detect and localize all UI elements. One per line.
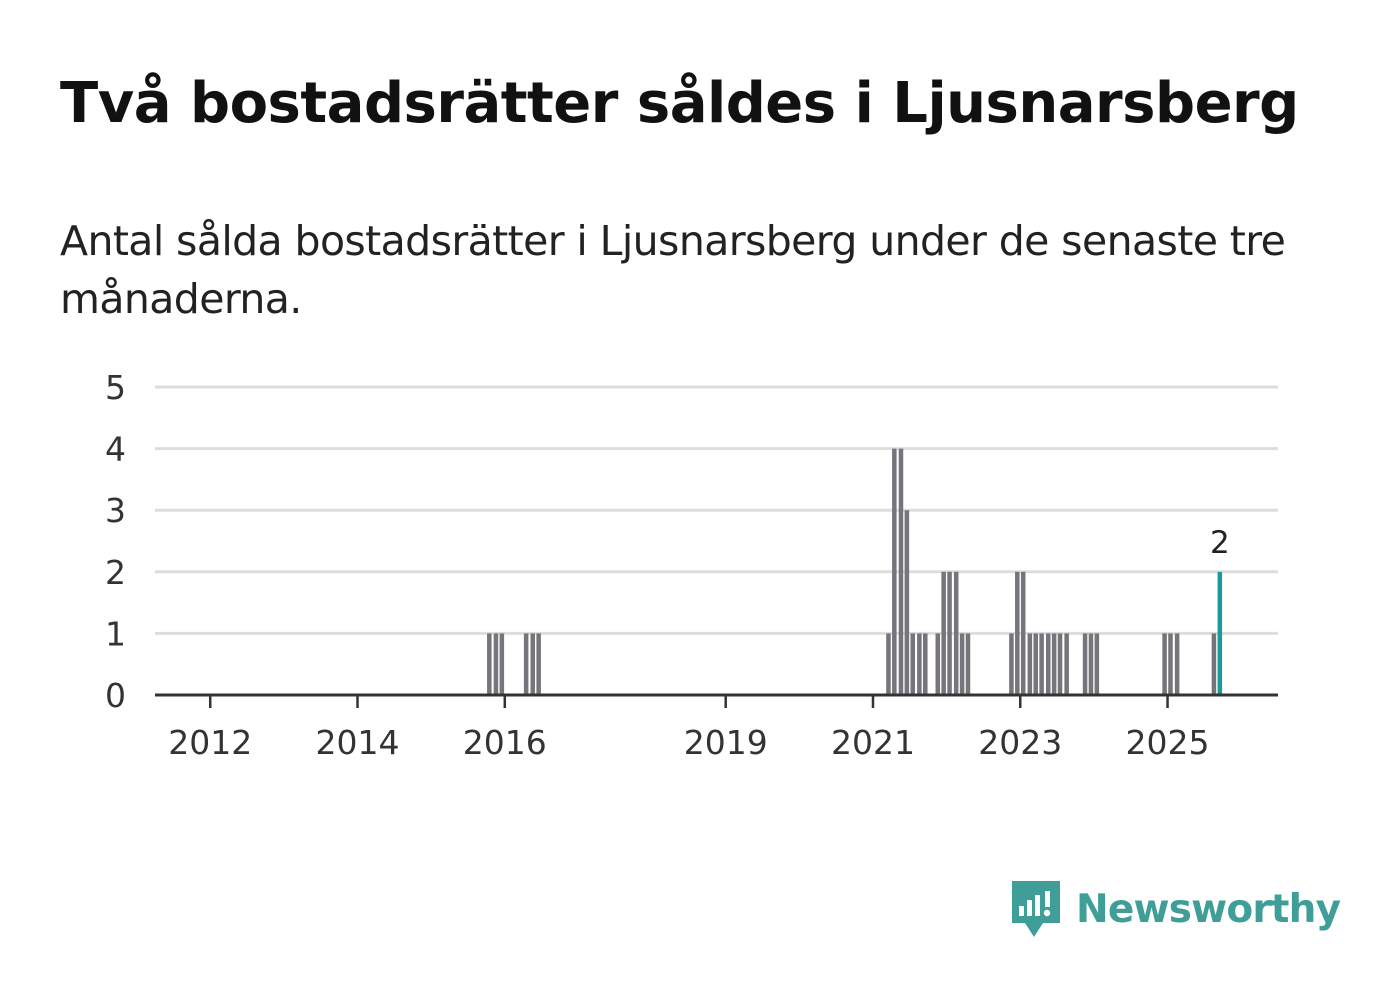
bar-20 bbox=[1015, 571, 1020, 695]
bar-28 bbox=[1064, 633, 1069, 695]
bar-30 bbox=[1088, 633, 1094, 695]
bars bbox=[487, 448, 1223, 695]
bar-11 bbox=[917, 633, 922, 695]
bar-29 bbox=[1082, 633, 1088, 695]
bar-33 bbox=[1168, 633, 1173, 695]
bar-2 bbox=[499, 633, 505, 695]
bar-27 bbox=[1057, 633, 1063, 695]
newsworthy-logo: Newsworthy bbox=[1010, 878, 1341, 940]
bar-15 bbox=[947, 571, 952, 695]
bar-14 bbox=[941, 571, 946, 695]
x-tick-label-2021: 2021 bbox=[831, 723, 915, 762]
bar-7 bbox=[892, 448, 897, 695]
bar-6 bbox=[886, 633, 891, 695]
newsworthy-logo-icon bbox=[1012, 881, 1060, 937]
bar-25 bbox=[1045, 633, 1051, 695]
bar-21 bbox=[1020, 571, 1026, 695]
bar-1 bbox=[493, 633, 499, 695]
x-tick-label-2016: 2016 bbox=[463, 723, 547, 762]
bar-31 bbox=[1094, 633, 1100, 695]
chart-subtitle: Antal sålda bostadsrätter i Ljusnarsberg… bbox=[60, 217, 1286, 323]
y-tick-label-0: 0 bbox=[105, 676, 126, 715]
data-label-36: 2 bbox=[1210, 525, 1230, 561]
bar-8 bbox=[898, 448, 904, 695]
x-tick-label-2023: 2023 bbox=[978, 723, 1062, 762]
y-tick-label-2: 2 bbox=[105, 553, 126, 592]
bar-32 bbox=[1162, 633, 1167, 695]
bar-18 bbox=[965, 633, 971, 695]
x-tick-label-2025: 2025 bbox=[1126, 723, 1210, 762]
data-labels: 2 bbox=[1210, 525, 1230, 561]
x-tick-label-2019: 2019 bbox=[684, 723, 768, 762]
x-tick-label-2012: 2012 bbox=[168, 723, 252, 762]
bar-26 bbox=[1051, 633, 1057, 695]
bar-13 bbox=[935, 633, 941, 695]
bar-highlight bbox=[1217, 571, 1223, 695]
y-tick-label-3: 3 bbox=[105, 491, 126, 530]
x-tick-label-2014: 2014 bbox=[316, 723, 400, 762]
bar-0 bbox=[487, 633, 492, 695]
bar-3 bbox=[523, 633, 529, 695]
bar-35 bbox=[1211, 633, 1217, 695]
bar-5 bbox=[536, 633, 541, 695]
bar-17 bbox=[959, 633, 965, 695]
x-axis-labels: 2012 2014 2016 2019 2021 2023 2025 bbox=[168, 723, 1209, 762]
bar-22 bbox=[1027, 633, 1033, 695]
bar-9 bbox=[904, 510, 910, 695]
bar-19 bbox=[1009, 633, 1014, 695]
bar-10 bbox=[910, 633, 916, 695]
bar-34 bbox=[1174, 633, 1180, 695]
y-tick-label-4: 4 bbox=[105, 430, 126, 469]
x-axis bbox=[155, 693, 1278, 708]
grid-lines bbox=[155, 385, 1278, 635]
bar-16 bbox=[953, 571, 959, 695]
bar-23 bbox=[1033, 633, 1038, 695]
y-tick-label-1: 1 bbox=[105, 614, 126, 653]
y-tick-label-5: 5 bbox=[105, 368, 126, 407]
chart-title: Två bostadsrätter såldes i Ljusnarsberg bbox=[60, 71, 1299, 136]
bar-4 bbox=[530, 633, 536, 695]
bar-12 bbox=[923, 633, 928, 695]
brand-name: Newsworthy bbox=[1076, 886, 1341, 932]
bar-24 bbox=[1039, 633, 1044, 695]
y-axis-labels: 0 1 2 3 4 5 bbox=[105, 368, 126, 715]
